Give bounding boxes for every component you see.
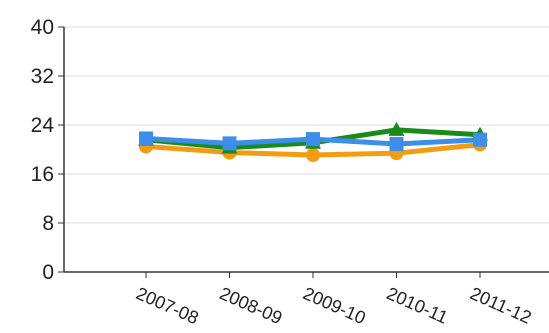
x-tick-label: 2011-12 (467, 283, 534, 328)
y-tick-label: 24 (31, 114, 55, 137)
x-tick-label: 2009-10 (300, 283, 368, 328)
data-point (388, 121, 405, 136)
x-tick-label: 2010-11 (384, 283, 451, 328)
y-tick-labels: 0 8 16 24 32 40 (31, 16, 55, 284)
y-tick-label: 16 (31, 163, 54, 186)
gridlines (64, 26, 549, 224)
x-tick-label: 2007-08 (133, 283, 201, 328)
series (138, 121, 488, 163)
series-square (139, 131, 487, 151)
y-tick-label: 0 (42, 261, 54, 284)
data-point (473, 132, 487, 147)
data-point (306, 132, 320, 147)
y-tick-label: 8 (42, 212, 54, 235)
axes (58, 26, 549, 278)
data-point (389, 136, 404, 151)
x-tick-label: 2008-09 (217, 283, 285, 328)
data-point (222, 136, 237, 151)
y-tick-label: 32 (31, 65, 54, 88)
data-point (139, 131, 153, 146)
data-point (306, 148, 320, 163)
y-tick-label: 40 (31, 16, 54, 39)
x-tick-labels: 2007-08 2008-09 2009-10 2010-11 2011-12 (133, 283, 534, 328)
